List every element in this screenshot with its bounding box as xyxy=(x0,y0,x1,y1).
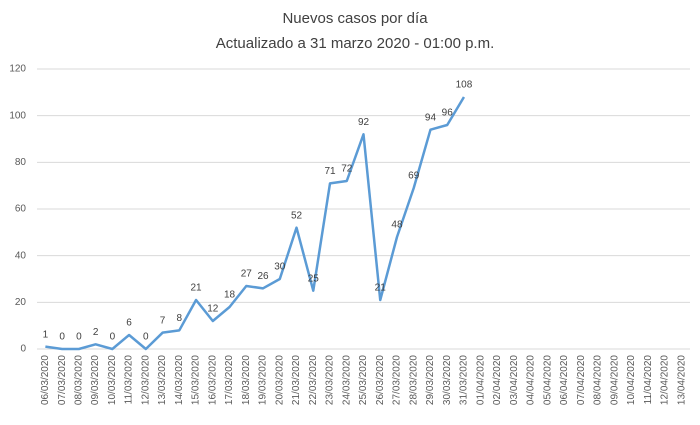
x-tick-label: 10/03/2020 xyxy=(107,355,118,405)
y-tick-label: 60 xyxy=(15,204,27,215)
data-label: 27 xyxy=(241,269,253,280)
data-label: 69 xyxy=(408,171,420,182)
data-label: 6 xyxy=(126,318,132,329)
data-label: 48 xyxy=(391,220,403,231)
x-tick-label: 13/03/2020 xyxy=(157,355,168,405)
x-tick-label: 28/03/2020 xyxy=(408,355,419,405)
x-tick-label: 27/03/2020 xyxy=(392,355,403,405)
x-tick-label: 31/03/2020 xyxy=(459,355,470,405)
x-tick-label: 23/03/2020 xyxy=(325,355,336,405)
x-tick-label: 02/04/2020 xyxy=(492,355,503,405)
y-tick-label: 100 xyxy=(9,110,26,121)
data-label: 21 xyxy=(191,283,203,294)
y-tick-label: 20 xyxy=(15,297,27,308)
x-tick-label: 15/03/2020 xyxy=(191,355,202,405)
data-label: 52 xyxy=(291,210,303,221)
x-tick-label: 21/03/2020 xyxy=(291,355,302,405)
x-tick-label: 13/04/2020 xyxy=(676,355,687,405)
x-tick-label: 22/03/2020 xyxy=(308,355,319,405)
data-label: 71 xyxy=(324,166,336,177)
x-tick-label: 10/04/2020 xyxy=(626,355,637,405)
x-tick-label: 11/04/2020 xyxy=(643,355,654,405)
x-tick-label: 05/04/2020 xyxy=(542,355,553,405)
x-tick-label: 30/03/2020 xyxy=(442,355,453,405)
x-tick-label: 20/03/2020 xyxy=(274,355,285,405)
x-tick-label: 11/03/2020 xyxy=(124,355,135,405)
x-tick-label: 17/03/2020 xyxy=(224,355,235,405)
x-tick-label: 26/03/2020 xyxy=(375,355,386,405)
y-tick-label: 0 xyxy=(20,344,26,355)
x-tick-label: 04/04/2020 xyxy=(526,355,537,405)
data-line xyxy=(45,96,466,351)
data-label: 0 xyxy=(76,332,82,343)
x-tick-label: 18/03/2020 xyxy=(241,355,252,405)
x-tick-label: 12/03/2020 xyxy=(140,355,151,405)
x-tick-label: 07/04/2020 xyxy=(576,355,587,405)
data-label: 8 xyxy=(177,313,183,324)
y-tick-label: 40 xyxy=(15,250,27,261)
data-label: 30 xyxy=(274,262,286,273)
data-label: 94 xyxy=(425,112,437,123)
data-label: 12 xyxy=(207,304,219,315)
x-tick-label: 14/03/2020 xyxy=(174,355,185,405)
data-label: 25 xyxy=(308,273,320,284)
data-label: 18 xyxy=(224,290,236,301)
x-tick-label: 16/03/2020 xyxy=(207,355,218,405)
data-label: 72 xyxy=(341,164,353,175)
chart-subtitle: Actualizado a 31 marzo 2020 - 01:00 p.m. xyxy=(216,35,495,52)
chart-title: Nuevos casos por día xyxy=(282,10,428,27)
y-tick-label: 120 xyxy=(9,64,26,75)
y-tick-label: 80 xyxy=(15,157,27,168)
data-label: 108 xyxy=(456,80,473,91)
x-tick-label: 09/03/2020 xyxy=(90,355,101,405)
x-tick-label: 12/04/2020 xyxy=(660,355,671,405)
data-label: 1 xyxy=(43,329,49,340)
x-tick-label: 06/04/2020 xyxy=(559,355,570,405)
data-label: 21 xyxy=(375,283,387,294)
x-tick-label: 08/03/2020 xyxy=(73,355,84,405)
data-label: 7 xyxy=(160,315,166,326)
data-label: 0 xyxy=(110,332,116,343)
data-label: 26 xyxy=(257,271,269,282)
data-label: 92 xyxy=(358,117,370,128)
x-tick-label: 03/04/2020 xyxy=(509,355,520,405)
x-tick-label: 29/03/2020 xyxy=(425,355,436,405)
x-tick-label: 24/03/2020 xyxy=(341,355,352,405)
data-label: 96 xyxy=(442,108,454,119)
x-tick-label: 08/04/2020 xyxy=(593,355,604,405)
data-label: 2 xyxy=(93,327,99,338)
data-label: 0 xyxy=(59,332,65,343)
x-tick-label: 07/03/2020 xyxy=(57,355,68,405)
x-tick-label: 01/04/2020 xyxy=(475,355,486,405)
x-tick-label: 19/03/2020 xyxy=(258,355,269,405)
data-label: 0 xyxy=(143,332,149,343)
x-tick-label: 25/03/2020 xyxy=(358,355,369,405)
x-tick-label: 09/04/2020 xyxy=(609,355,620,405)
x-tick-label: 06/03/2020 xyxy=(40,355,51,405)
